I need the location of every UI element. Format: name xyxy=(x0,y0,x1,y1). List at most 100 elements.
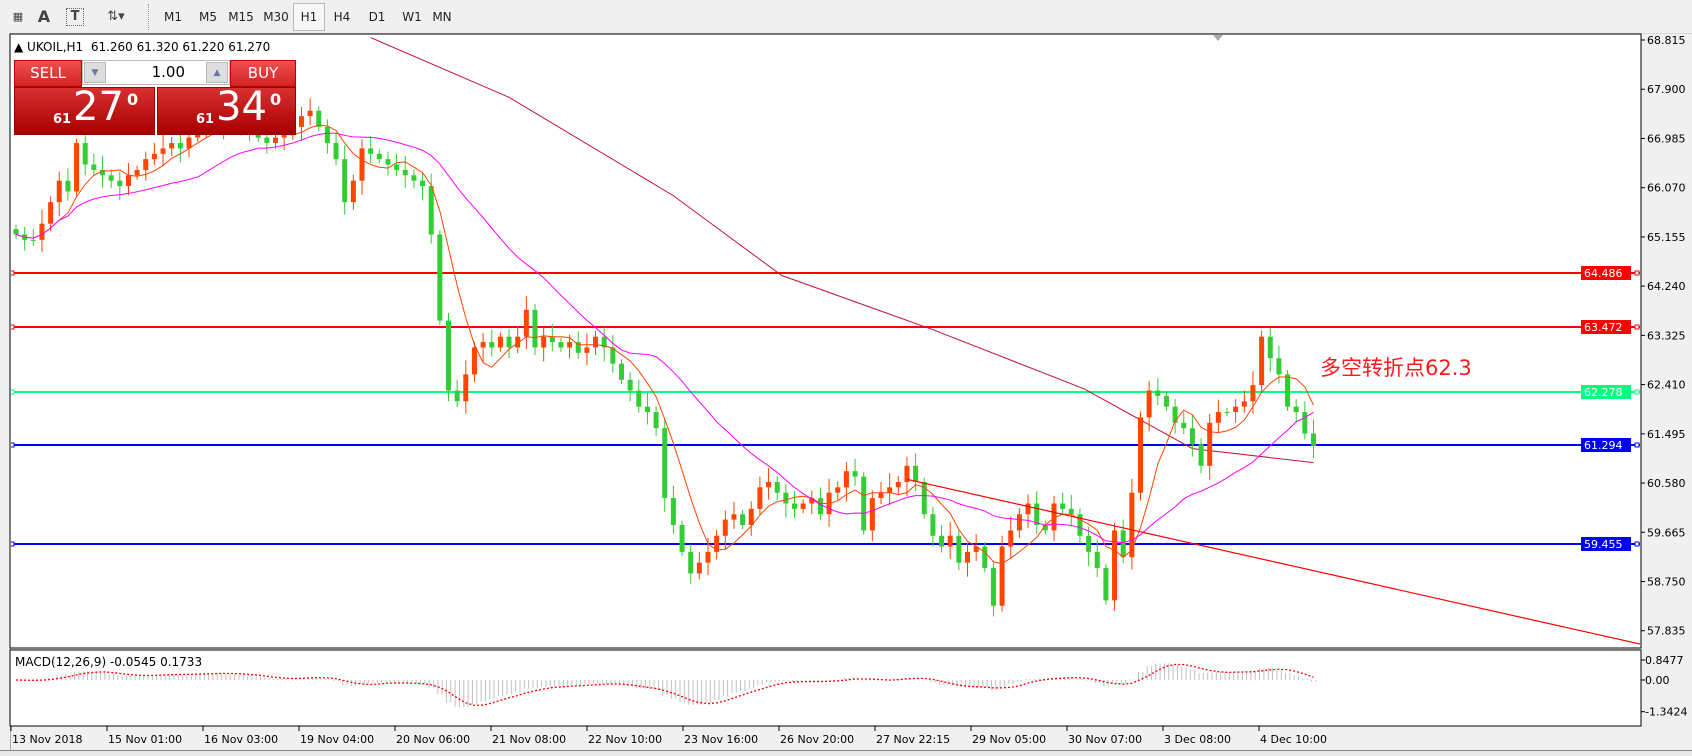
timeframe-h4-button[interactable]: H4 xyxy=(333,10,351,24)
line-handle[interactable] xyxy=(10,442,15,448)
buy-price-button[interactable]: 61 34 0 xyxy=(157,84,296,135)
price-tick-label: 66.070 xyxy=(1647,182,1686,195)
candle xyxy=(990,568,996,606)
line-handle[interactable] xyxy=(10,541,15,547)
candle xyxy=(177,143,183,149)
lot-increase-button[interactable]: ▲ xyxy=(206,62,228,83)
candle xyxy=(1129,492,1135,558)
line-handle[interactable] xyxy=(1634,442,1640,448)
price-tick-label: 60.580 xyxy=(1647,477,1686,490)
candle xyxy=(342,159,348,203)
timeframe-m5-button[interactable]: M5 xyxy=(199,10,217,24)
line-handle[interactable] xyxy=(10,270,15,276)
ma-mid-line xyxy=(15,132,1314,544)
price-tick-label: 68.815 xyxy=(1647,34,1686,47)
candle xyxy=(1276,358,1282,375)
lot-input[interactable]: 1.00 xyxy=(151,63,185,81)
candle xyxy=(350,180,356,203)
candle xyxy=(1207,422,1213,466)
candle xyxy=(722,519,728,536)
candle xyxy=(454,390,460,402)
timeframe-h1-button[interactable]: H1 xyxy=(293,3,325,31)
candle xyxy=(82,143,88,165)
candle xyxy=(558,342,564,348)
line-handle[interactable] xyxy=(1634,324,1640,330)
candle xyxy=(307,110,313,117)
timeframe-m30-button[interactable]: M30 xyxy=(263,10,289,24)
line-handle[interactable] xyxy=(1634,389,1640,395)
candle xyxy=(705,551,711,563)
candle xyxy=(489,342,495,348)
buy-price-point: 0 xyxy=(270,90,282,109)
line-handle[interactable] xyxy=(10,389,15,395)
candle xyxy=(359,148,365,181)
candle xyxy=(134,169,140,176)
candle xyxy=(1016,514,1022,531)
line-handle[interactable] xyxy=(1634,541,1640,547)
timeframe-w1-button[interactable]: W1 xyxy=(402,10,422,24)
line-handle[interactable] xyxy=(1634,270,1640,276)
time-tick-label: 27 Nov 22:15 xyxy=(876,733,950,746)
candle xyxy=(402,169,408,176)
candle xyxy=(1259,336,1265,386)
candle xyxy=(385,159,391,165)
candle xyxy=(39,223,45,240)
time-tick-label: 30 Nov 07:00 xyxy=(1068,733,1142,746)
buy-price-prefix: 61 xyxy=(196,112,215,127)
candle xyxy=(316,110,322,127)
text-icon[interactable]: A xyxy=(37,7,51,26)
candle xyxy=(610,347,616,364)
candle xyxy=(125,175,131,187)
candle xyxy=(1224,412,1230,414)
candle xyxy=(56,180,62,203)
timeframe-mn-button[interactable]: MN xyxy=(432,10,452,24)
candle xyxy=(939,535,945,547)
candle xyxy=(783,492,789,504)
time-tick-label: 22 Nov 10:00 xyxy=(588,733,662,746)
arrows-dropdown-icon[interactable]: ⇅▾ xyxy=(107,9,125,24)
candle xyxy=(1172,406,1178,423)
candle xyxy=(636,390,642,407)
sell-price-button[interactable]: 61 27 0 xyxy=(14,84,155,135)
price-tick-label: 65.155 xyxy=(1647,231,1686,244)
chart-shift-marker[interactable] xyxy=(1213,35,1223,41)
sell-button[interactable]: SELL xyxy=(14,60,82,87)
candle xyxy=(74,143,80,192)
price-label-64.486: 64.486 xyxy=(1584,267,1623,280)
price-label-box xyxy=(1581,537,1631,551)
sell-price-prefix: 61 xyxy=(53,112,72,127)
text-label-icon[interactable]: T xyxy=(66,8,84,26)
timeframe-m15-button[interactable]: M15 xyxy=(228,10,254,24)
timeframe-d1-button[interactable]: D1 xyxy=(368,10,386,24)
collapse-triangle-icon[interactable]: ▲ xyxy=(14,40,28,54)
candle xyxy=(766,481,772,488)
grid-font-icon[interactable]: ▦ xyxy=(12,10,24,23)
candle xyxy=(584,347,590,353)
candle xyxy=(515,336,521,348)
pivot-annotation: 多空转折点62.3 xyxy=(1320,356,1472,380)
price-tick-label: 62.410 xyxy=(1647,379,1686,392)
price-tick-label: 58.750 xyxy=(1647,575,1686,588)
time-tick-label: 19 Nov 04:00 xyxy=(300,733,374,746)
candle xyxy=(65,180,71,192)
ma-long-line xyxy=(370,37,1314,464)
toolbar: ▦ A T ⇅▾ M1 M5 M15 M30 H1 H4 D1 W1 MN xyxy=(0,0,1692,34)
line-handle[interactable] xyxy=(10,324,15,330)
candle xyxy=(151,153,157,160)
buy-button[interactable]: BUY xyxy=(230,60,296,87)
candle xyxy=(567,342,573,348)
candle xyxy=(497,336,503,348)
candle xyxy=(619,363,624,380)
lot-decrease-button[interactable]: ▼ xyxy=(84,62,106,83)
candle xyxy=(298,116,304,127)
candle xyxy=(670,498,676,526)
trendline[interactable] xyxy=(906,478,1647,645)
time-tick-label: 16 Nov 03:00 xyxy=(204,733,278,746)
candle xyxy=(169,143,175,149)
candle xyxy=(843,471,849,488)
timeframe-m1-button[interactable]: M1 xyxy=(164,10,182,24)
candle xyxy=(887,487,893,493)
candle xyxy=(809,498,815,504)
candle xyxy=(1077,514,1083,536)
